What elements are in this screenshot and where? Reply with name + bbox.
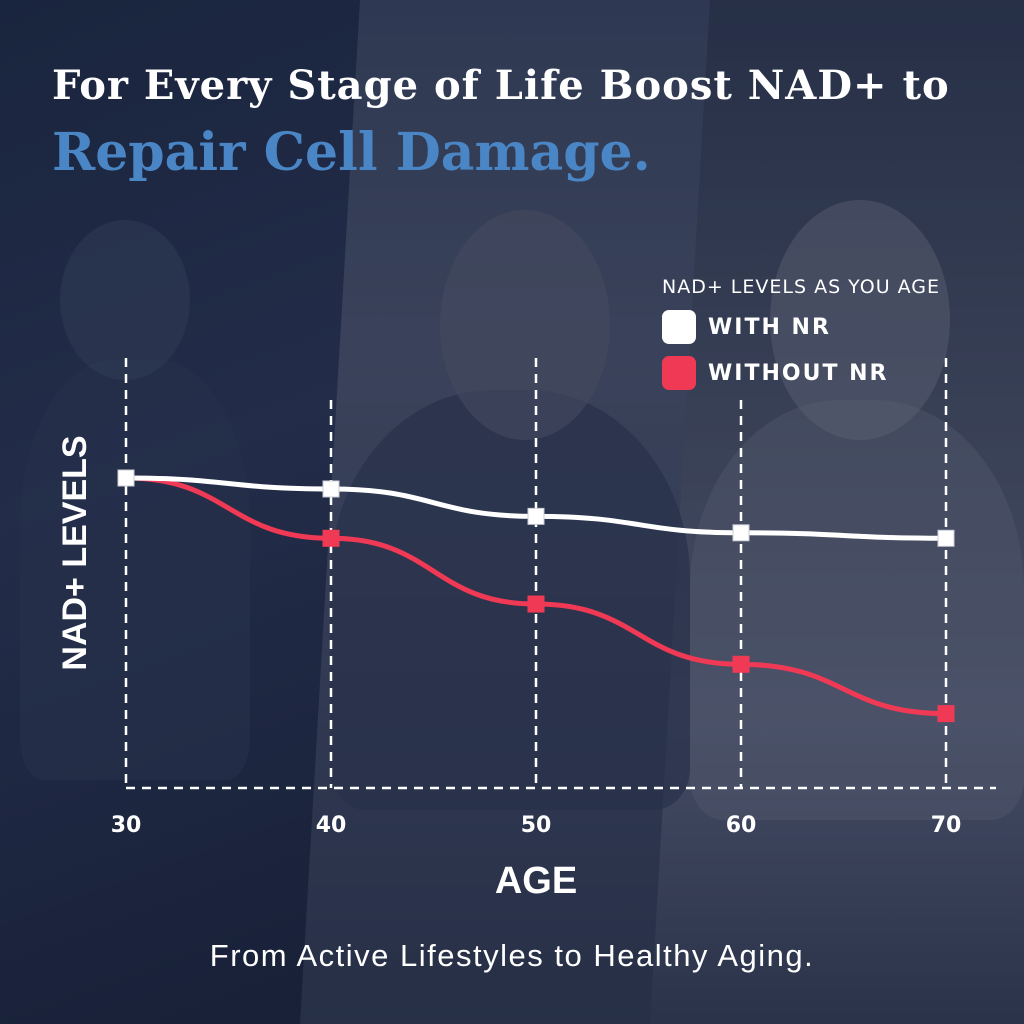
point-without-nr-70: [937, 705, 955, 723]
legend-item-with-nr: WITH NR: [662, 310, 1002, 344]
point-with-nr-30: [117, 469, 135, 487]
point-without-nr-40: [322, 529, 340, 547]
point-without-nr-50: [527, 595, 545, 613]
point-with-nr-70: [937, 529, 955, 547]
legend-swatch-with-nr: [662, 310, 696, 344]
y-axis-title: NAD+ LEVELS: [56, 435, 94, 670]
point-with-nr-50: [527, 507, 545, 525]
senior-man-photo-panel: [650, 0, 1024, 1024]
footer-tagline: From Active Lifestyles to Healthy Aging.: [209, 938, 815, 973]
x-tick-label-40: 40: [316, 813, 347, 838]
x-axis-ticks: 30 40 50 60 70: [111, 813, 962, 838]
x-tick-label-50: 50: [521, 813, 552, 838]
athlete-silhouette: [20, 360, 250, 780]
athlete-head-silhouette: [60, 220, 190, 380]
headline-line-2: Repair Cell Damage.: [52, 122, 651, 183]
point-with-nr-60: [732, 524, 750, 542]
legend-item-without-nr: WITHOUT NR: [662, 356, 1002, 390]
senior-man-silhouette: [690, 400, 1024, 820]
x-tick-label-60: 60: [726, 813, 757, 838]
legend-title: NAD+ LEVELS AS YOU AGE: [662, 276, 941, 298]
x-tick-label-30: 30: [111, 813, 142, 838]
legend-swatch-without-nr: [662, 356, 696, 390]
point-with-nr-40: [322, 480, 340, 498]
point-without-nr-60: [732, 655, 750, 673]
senior-man-head-silhouette: [770, 200, 950, 440]
x-tick-label-70: 70: [931, 813, 962, 838]
chart-legend: NAD+ LEVELS AS YOU AGE WITH NR WITHOUT N…: [662, 276, 1002, 390]
office-worker-head-silhouette: [440, 210, 610, 440]
legend-label-with-nr: WITH NR: [708, 314, 831, 340]
headline-line-1: For Every Stage of Life Boost NAD+ to: [52, 62, 950, 109]
chart-grid: [124, 358, 996, 790]
chart-series: [117, 469, 955, 723]
x-axis-title: AGE: [495, 860, 577, 902]
legend-label-without-nr: WITHOUT NR: [708, 360, 889, 386]
